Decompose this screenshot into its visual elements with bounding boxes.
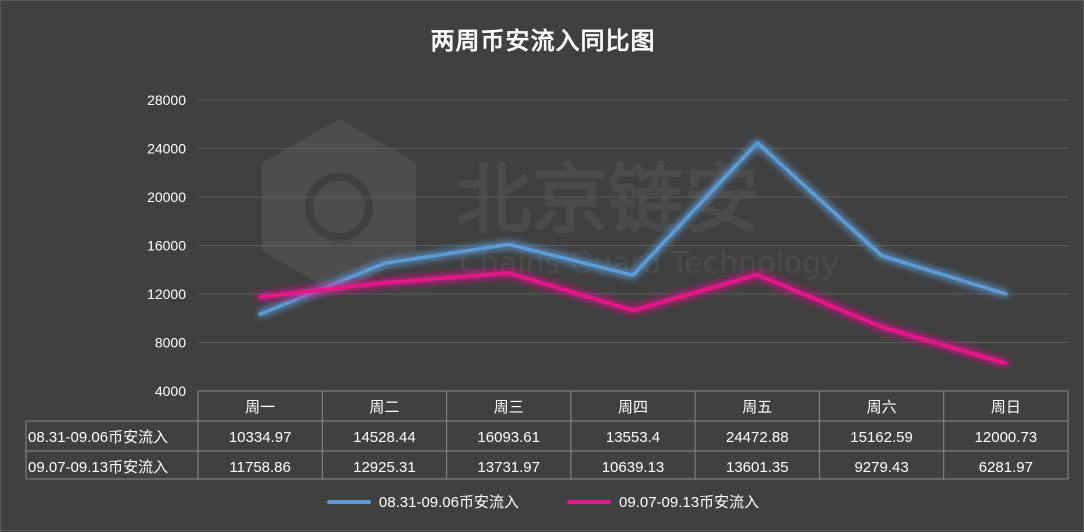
watermark: 北京链安 Chains Guard Technology <box>262 119 839 295</box>
y-tick-label: 20000 <box>147 189 186 205</box>
table-cell-value: 13553.4 <box>606 429 660 446</box>
series-line-2 <box>258 271 1008 366</box>
data-point <box>507 242 511 246</box>
table-cell-value: 12925.31 <box>353 459 416 476</box>
data-point <box>880 325 884 329</box>
watermark-subtext: Chains Guard Technology <box>459 246 839 281</box>
legend-swatch-series-2 <box>567 499 611 504</box>
data-table: 周一 周二 周三 周四 周五 周六 周日 08.31-09.06币安流入 10334.97 145… <box>25 390 1069 480</box>
x-tick-label: 周二 <box>369 399 399 416</box>
table-cell-value: 13601.35 <box>726 459 789 476</box>
x-tick-label: 周六 <box>867 399 897 416</box>
chart-title: 两周币安流入同比图 <box>430 26 656 55</box>
legend-item-series-2: 09.07-09.13币安流入 <box>567 491 759 512</box>
table-row-label: 09.07-09.13币安流入 <box>28 459 168 476</box>
table-cell-value: 14528.44 <box>353 429 416 446</box>
data-point <box>258 312 262 316</box>
table-cell-value: 10639.13 <box>602 459 665 476</box>
gridlines <box>198 99 1068 392</box>
table-cell-value: 16093.61 <box>477 429 540 446</box>
legend-item-series-1: 08.31-09.06币安流入 <box>326 491 519 512</box>
data-point <box>258 295 262 299</box>
legend: 08.31-09.06币安流入 09.07-09.13币安流入 <box>1 491 1084 512</box>
table-cell-value: 12000.73 <box>975 429 1038 446</box>
data-point <box>1004 361 1008 365</box>
table-cell-value: 10334.97 <box>229 429 292 446</box>
legend-swatch-series-1 <box>326 499 371 504</box>
table-row-label: 08.31-09.06币安流入 <box>28 429 168 446</box>
x-tick-label: 周一 <box>245 399 275 416</box>
y-tick-label: 16000 <box>147 238 186 254</box>
x-tick-label: 周五 <box>742 399 772 416</box>
x-tick-label: 周日 <box>991 399 1021 416</box>
data-point <box>755 141 759 145</box>
y-tick-label: 12000 <box>147 286 186 302</box>
data-point <box>631 273 635 277</box>
legend-label-series-1: 08.31-09.06币安流入 <box>378 494 519 511</box>
x-tick-label: 周四 <box>618 399 648 416</box>
legend-label-series-2: 09.07-09.13币安流入 <box>619 494 760 511</box>
y-tick-label: 24000 <box>147 141 186 157</box>
table-cell-value: 11758.86 <box>229 459 290 476</box>
table-cell-value: 15162.59 <box>850 429 913 446</box>
watermark-text: 北京链安 <box>456 155 760 244</box>
data-point <box>755 273 759 277</box>
table-cell-value: 6281.97 <box>979 459 1033 476</box>
y-axis: 4000 8000 12000 16000 20000 24000 28000 <box>147 92 186 399</box>
data-point <box>631 309 635 313</box>
watermark-logo-icon <box>262 119 416 295</box>
table-cell-value: 9279.43 <box>854 459 908 476</box>
y-tick-label: 28000 <box>147 92 186 108</box>
series-lines <box>258 141 1008 366</box>
table-cell-value: 24472.88 <box>726 429 789 446</box>
data-point <box>1004 292 1008 296</box>
x-tick-label: 周三 <box>494 399 524 416</box>
y-tick-label: 8000 <box>155 335 186 351</box>
table-cell-value: 13731.97 <box>477 459 540 476</box>
data-point <box>382 261 386 265</box>
data-point <box>382 281 386 285</box>
data-point <box>507 271 511 275</box>
y-tick-label: 4000 <box>155 383 186 399</box>
data-point <box>880 254 884 258</box>
